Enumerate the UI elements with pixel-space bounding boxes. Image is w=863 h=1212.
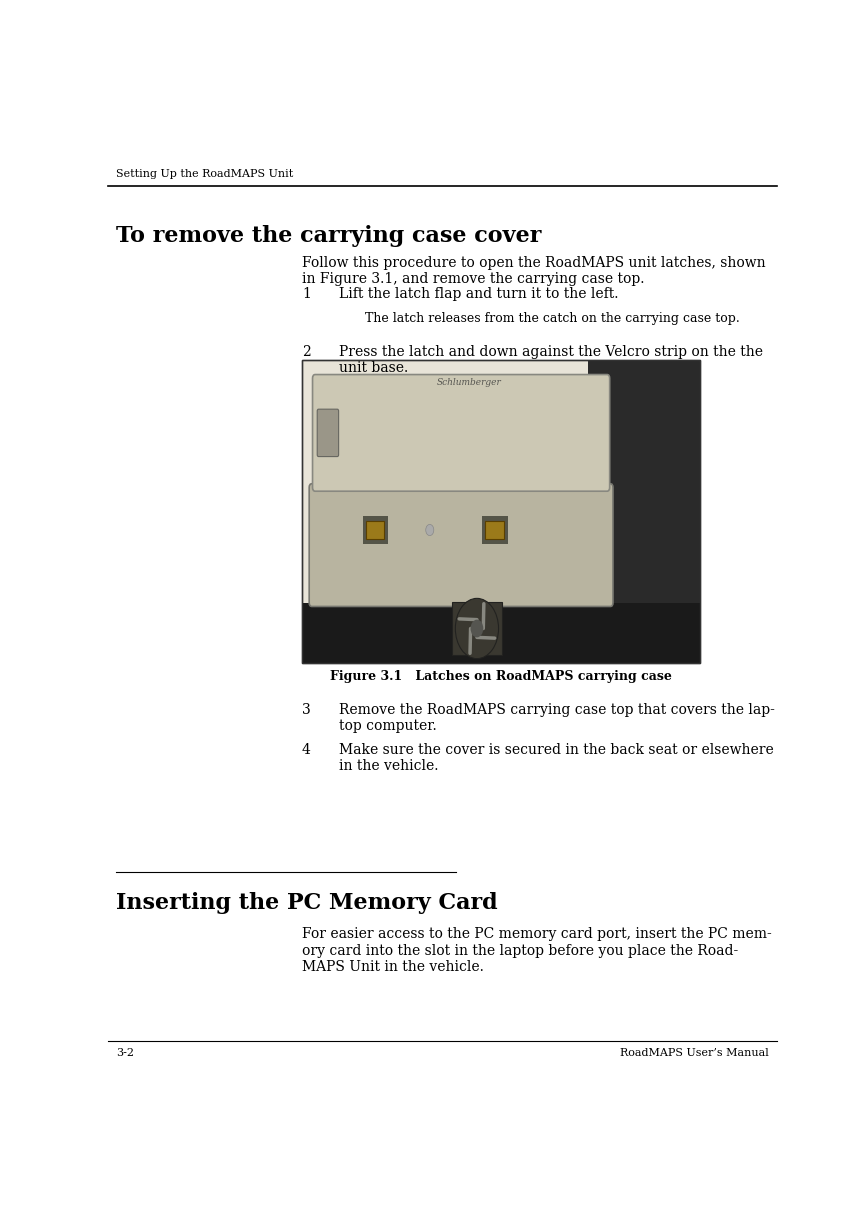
Text: 1: 1 <box>302 287 311 302</box>
Bar <box>302 602 700 663</box>
FancyBboxPatch shape <box>318 410 338 457</box>
Text: To remove the carrying case cover: To remove the carrying case cover <box>116 224 541 247</box>
Bar <box>302 360 700 663</box>
Bar <box>451 602 502 656</box>
Circle shape <box>425 525 434 536</box>
Circle shape <box>456 599 499 658</box>
FancyBboxPatch shape <box>312 375 609 491</box>
FancyBboxPatch shape <box>309 484 613 606</box>
Text: 2: 2 <box>302 345 311 359</box>
Text: Lift the latch flap and turn it to the left.: Lift the latch flap and turn it to the l… <box>338 287 618 302</box>
Bar <box>363 516 388 544</box>
Bar <box>485 521 504 539</box>
Text: Setting Up the RoadMAPS Unit: Setting Up the RoadMAPS Unit <box>116 168 293 179</box>
Text: For easier access to the PC memory card port, insert the PC mem-
ory card into t: For easier access to the PC memory card … <box>302 927 772 974</box>
Bar <box>302 360 700 663</box>
Bar <box>589 360 700 602</box>
Circle shape <box>470 619 483 638</box>
Bar <box>366 521 384 539</box>
Text: Inserting the PC Memory Card: Inserting the PC Memory Card <box>116 892 498 914</box>
Text: Make sure the cover is secured in the back seat or elsewhere
in the vehicle.: Make sure the cover is secured in the ba… <box>338 743 773 773</box>
Text: Schlumberger: Schlumberger <box>437 378 501 388</box>
Text: The latch releases from the catch on the carrying case top.: The latch releases from the catch on the… <box>365 311 740 325</box>
Bar <box>482 516 507 544</box>
Text: Figure 3.1   Latches on RoadMAPS carrying case: Figure 3.1 Latches on RoadMAPS carrying … <box>330 670 671 682</box>
Text: 3: 3 <box>302 703 311 716</box>
Text: Press the latch and down against the Velcro strip on the the
unit base.: Press the latch and down against the Vel… <box>338 345 763 376</box>
Text: Follow this procedure to open the RoadMAPS unit latches, shown
in Figure 3.1, an: Follow this procedure to open the RoadMA… <box>302 256 765 286</box>
Text: RoadMAPS User’s Manual: RoadMAPS User’s Manual <box>620 1048 769 1058</box>
Text: 3-2: 3-2 <box>116 1048 134 1058</box>
Text: 4: 4 <box>302 743 311 756</box>
Text: Remove the RoadMAPS carrying case top that covers the lap-
top computer.: Remove the RoadMAPS carrying case top th… <box>338 703 774 733</box>
